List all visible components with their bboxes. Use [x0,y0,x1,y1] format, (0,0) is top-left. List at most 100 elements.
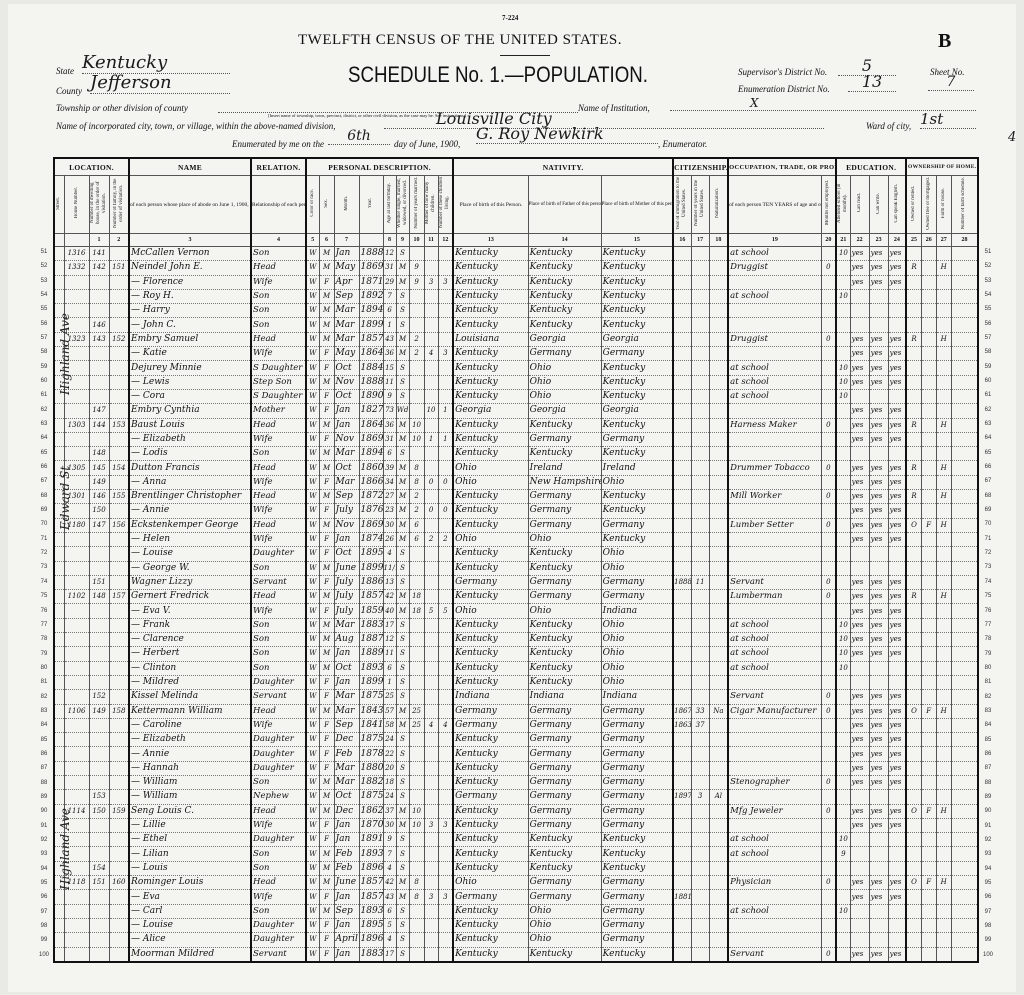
age-cell: 7 [382,846,397,862]
house-number-cell [63,732,90,748]
farm-schedule-cell [950,531,979,548]
months-unemployed-cell [820,274,837,290]
line-number-left: 92 [40,836,48,843]
children-living-cell [437,303,454,319]
sex-cell: M [318,875,335,891]
birth-year-cell: 1893 [358,846,384,862]
relation-cell: Son [250,288,307,305]
sex-cell: M [318,617,335,634]
table-row: 1180 147 156 Eckstenkemper George Head W M Nov 1… [53,517,979,533]
age-cell: 37 [382,803,397,819]
can-read-cell: yes [849,732,870,748]
children-born-cell [423,617,439,634]
children-born-cell [423,288,439,305]
birth-month-cell: Sep [333,288,360,305]
father-birthplace-cell: Kentucky [527,660,602,676]
months-unemployed-cell [820,546,837,562]
table-row: 148— Lodis Son W M Mar 1894 6 S Kentucky Kentucky… [53,446,979,462]
naturalization-cell [708,403,729,419]
can-write-cell: yes [868,431,889,448]
mother-birthplace-cell: Ohio [600,674,674,691]
years-married-cell: 8 [408,460,425,476]
dwelling-number-cell [88,632,110,648]
naturalization-cell [708,274,729,290]
age-cell: 31 [382,260,397,276]
children-born-cell: 4 [423,346,439,362]
farm-house-cell [935,789,952,805]
father-birthplace-cell: Kentucky [527,417,602,433]
school-months-cell [835,603,851,619]
relation-cell: Wife [250,274,307,290]
age-cell: 15 [382,360,397,376]
table-row: — Mildred Daughter W F Jan 1899 1 S Kentucky Kent… [53,674,979,691]
city-label: Name of incorporated city, town, or vill… [56,121,336,131]
occupation-cell [727,403,822,419]
naturalization-cell [708,660,729,676]
name-cell: — Herbert [128,646,252,662]
immigration-year-cell [672,617,692,634]
mother-birthplace-cell: Kentucky [600,417,674,433]
marital-status-cell: M [395,803,410,819]
naturalization-cell [708,517,729,533]
school-months-cell: 10 [835,646,851,662]
name-cell: — Mildred [128,674,252,691]
birthplace-cell: Louisiana [452,331,529,348]
farm-schedule-header-text: Number of farm schedule. [961,176,967,230]
birthplace-cell: Kentucky [452,489,529,505]
family-number-cell: 154 [108,460,130,476]
birthplace-cell: Germany [452,703,529,719]
children-born-cell [423,303,439,319]
can-write-cell: yes [868,817,889,834]
can-speak-english-cell: yes [887,574,907,591]
free-mortgaged-cell [920,274,937,290]
immigration-year-cell [672,946,692,963]
occupation-cell: Druggist [727,260,822,276]
farm-house-cell [935,646,952,662]
birth-year-cell: 1857 [358,889,384,905]
father-birthplace-cell: Kentucky [527,617,602,634]
years-married-cell [408,689,425,705]
children-living-cell [437,646,454,662]
farm-house-cell [935,503,952,519]
table-row: — Elizabeth Wife W F Nov 1869 31 M 10 1 1 Kentucky G… [53,431,979,448]
farm-house-cell: H [935,875,952,891]
birth-year-cell: 1899 [358,674,384,691]
mother-birthplace-cell: Kentucky [600,832,674,848]
birthplace-cell: Kentucky [452,674,529,691]
father-birthplace-cell: Germany [527,489,602,505]
marital-status-cell: S [395,746,410,762]
school-months-cell: 10 [835,388,851,405]
table-row: — Herbert Son W M Jan 1889 11 S Kentucky Kentucky… [53,646,979,662]
table-row: 146— John C. Son W M Mar 1899 1 S Kentucky Kentuc… [53,317,979,333]
color-cell: W [305,446,320,462]
dwelling-number-column-header: Number of dwelling house, in the order o… [88,175,110,234]
house-number-cell [63,632,90,648]
years-married-cell [408,388,425,405]
mother-birthplace-cell: Germany [600,732,674,748]
immigration-year-cell [672,546,692,562]
naturalization-cell [708,503,729,519]
birthplace-cell: Georgia [452,403,529,419]
can-write-cell: yes [868,503,889,519]
birth-month-cell: Jan [333,417,360,433]
township-label: Township or other division of county [56,103,188,113]
can-read-cell [849,288,870,305]
can-speak-english-cell [887,546,907,562]
years-married-cell [408,732,425,748]
farm-house-cell [935,946,952,963]
children-living-cell [437,803,454,819]
years-in-us-cell [690,889,710,905]
mother-birthplace-cell: Germany [600,917,674,934]
line-number-left: 58 [40,349,48,356]
free-mortgaged-cell [920,660,937,676]
color-cell: W [305,245,320,262]
children-born-cell [423,732,439,748]
mother-birthplace-cell: Germany [600,517,674,533]
children-born-column-header: Mother of how many children. [423,175,439,234]
line-number-left: 68 [40,492,48,499]
owned-rented-cell [905,446,922,462]
marital-status-cell: S [395,789,410,805]
can-write-cell: yes [868,574,889,591]
sex-cell: F [318,546,335,562]
birth-year-cell: 1887 [358,632,384,648]
